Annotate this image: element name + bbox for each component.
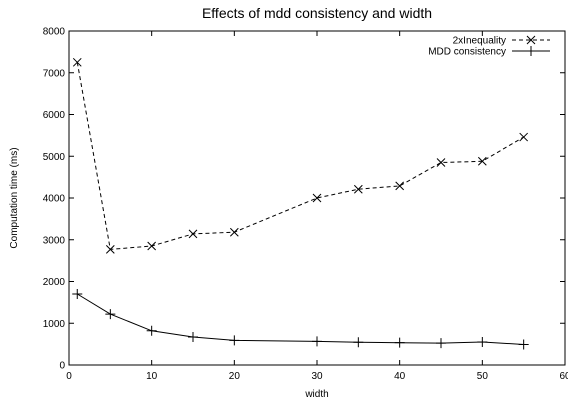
series-0-point-8	[436, 158, 446, 167]
series-0-point-0	[72, 57, 82, 67]
x-tick-label-6: 60	[559, 371, 568, 382]
y-tick-label-4: 4000	[43, 194, 66, 205]
legend-marker-1	[526, 46, 536, 56]
series-1-point-5	[312, 336, 322, 347]
x-tick-label-3: 30	[311, 371, 323, 382]
series-0-point-5	[312, 193, 322, 203]
x-tick-label-4: 40	[394, 371, 406, 382]
series-0-point-2	[147, 241, 157, 251]
x-tick-label-1: 10	[146, 371, 158, 382]
series-0-point-3	[188, 229, 198, 239]
y-tick-label-2: 2000	[43, 277, 66, 288]
y-axis-title: Computation time (ms)	[9, 147, 20, 248]
series-1-point-1	[105, 309, 116, 320]
series-line-1	[77, 293, 524, 345]
x-tick-label-2: 20	[229, 371, 241, 382]
x-axis-title: width	[304, 389, 328, 400]
legend-label-0: 2xInequality	[453, 36, 506, 47]
y-tick-label-7: 7000	[43, 68, 66, 79]
y-tick-label-0: 0	[59, 361, 65, 372]
y-tick-label-5: 5000	[43, 152, 66, 163]
x-tick-label-5: 50	[477, 371, 489, 382]
series-1-point-3	[188, 332, 198, 343]
series-1-point-0	[72, 289, 83, 300]
series-0-point-9	[477, 156, 487, 166]
series-1-point-6	[353, 337, 364, 348]
plot-area: 0 10 20 30 40 50 60 0 1000 2000 3000 4000 5000 6000 70…	[43, 27, 568, 383]
series-1-point-10	[518, 339, 529, 350]
y-tick-label-3: 3000	[43, 235, 66, 246]
series-0-point-10	[519, 132, 529, 142]
y-tick-label-1: 1000	[43, 319, 66, 330]
series-1-point-8	[436, 338, 446, 349]
chart-title: Effects of mdd consistency and width	[202, 5, 432, 21]
legend-marker-0	[526, 35, 536, 45]
series-0-point-7	[395, 181, 405, 191]
series-1-point-7	[394, 337, 405, 348]
series-1-point-9	[477, 337, 488, 348]
y-tick-label-6: 6000	[43, 110, 66, 121]
series-0-point-1	[105, 244, 115, 254]
x-tick-label-0: 0	[66, 371, 72, 382]
series-1-point-4	[229, 335, 240, 346]
series-0-point-6	[353, 184, 363, 194]
y-tick-label-8: 8000	[43, 27, 66, 38]
series-line-0	[76, 62, 524, 250]
series-0-point-4	[229, 227, 239, 237]
series-1-point-2	[146, 325, 157, 336]
legend-label-1: MDD consistency	[428, 47, 506, 58]
